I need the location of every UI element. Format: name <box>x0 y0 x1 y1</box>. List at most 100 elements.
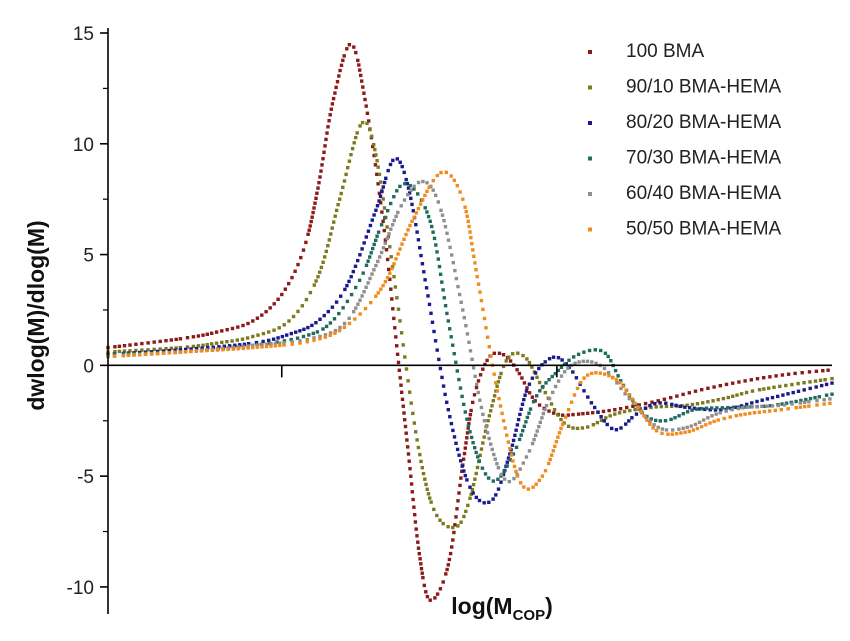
data-point <box>598 371 602 375</box>
data-point <box>743 405 747 409</box>
data-point <box>780 402 784 406</box>
data-point <box>458 190 462 194</box>
data-point <box>440 280 444 284</box>
y-axis-ticks: -10 -5 0 5 10 15 <box>67 24 108 599</box>
data-point <box>314 279 318 283</box>
legend-marker <box>588 121 592 125</box>
data-point <box>596 410 600 414</box>
data-point <box>765 404 769 408</box>
data-point <box>374 208 378 212</box>
data-point <box>463 410 467 414</box>
data-point <box>701 401 705 405</box>
data-point <box>460 464 464 468</box>
data-point <box>708 408 712 412</box>
data-point <box>360 247 364 251</box>
data-point <box>323 144 327 148</box>
data-point <box>456 524 460 528</box>
data-point <box>419 253 423 258</box>
data-point <box>589 401 594 405</box>
data-point <box>381 246 386 250</box>
data-point <box>414 527 418 531</box>
data-point <box>403 182 407 186</box>
data-point <box>381 283 385 288</box>
data-point <box>687 406 692 410</box>
data-point <box>293 269 297 273</box>
data-point <box>466 424 471 428</box>
data-point <box>726 405 730 410</box>
data-point <box>711 399 715 403</box>
data-point <box>760 404 764 408</box>
data-point <box>374 294 378 298</box>
data-point <box>161 349 166 353</box>
data-point <box>312 283 316 287</box>
data-point <box>634 412 639 416</box>
data-point <box>334 85 338 90</box>
data-point <box>586 425 590 429</box>
data-point <box>619 386 623 391</box>
data-point <box>379 180 383 184</box>
data-point <box>301 334 306 339</box>
data-point <box>356 58 360 63</box>
data-point <box>511 452 516 456</box>
data-point <box>437 264 442 269</box>
data-point <box>546 461 551 466</box>
data-point <box>428 598 432 602</box>
data-point <box>400 397 405 401</box>
data-point <box>752 411 757 415</box>
data-point <box>328 321 333 325</box>
data-point <box>416 546 421 550</box>
data-point <box>438 518 442 522</box>
data-point <box>455 369 459 373</box>
data-point <box>750 389 755 393</box>
data-point <box>446 238 451 242</box>
data-point <box>280 292 284 297</box>
data-point <box>390 223 395 227</box>
data-point <box>445 400 449 404</box>
data-point <box>666 432 670 436</box>
data-point <box>644 415 648 419</box>
data-point <box>690 402 695 407</box>
data-point <box>541 384 545 389</box>
data-point <box>541 411 546 416</box>
data-point <box>462 451 467 456</box>
data-point <box>391 307 395 311</box>
data-point <box>220 329 224 333</box>
data-point <box>506 440 510 444</box>
data-point <box>421 198 425 202</box>
data-point <box>499 472 504 477</box>
data-point <box>479 405 484 410</box>
data-point <box>392 218 396 223</box>
data-point <box>523 393 527 397</box>
data-point <box>784 401 789 405</box>
data-point <box>260 313 264 317</box>
data-point <box>603 351 608 355</box>
data-point <box>318 175 322 179</box>
data-point <box>721 396 726 401</box>
data-point <box>594 361 598 365</box>
data-point <box>547 357 552 361</box>
data-point <box>820 383 824 388</box>
data-point <box>625 405 629 410</box>
data-point <box>211 345 215 349</box>
data-point <box>790 402 794 406</box>
data-point <box>471 400 475 405</box>
data-point <box>345 47 349 51</box>
data-point <box>306 325 310 330</box>
data-point <box>458 483 462 488</box>
data-point <box>784 383 788 388</box>
data-point <box>425 594 430 599</box>
data-point <box>167 351 172 355</box>
data-point <box>112 354 117 358</box>
data-point <box>173 350 177 355</box>
data-point <box>353 317 357 321</box>
data-point <box>333 328 338 333</box>
data-point <box>392 262 396 266</box>
data-point <box>562 370 567 374</box>
data-point <box>706 386 710 390</box>
data-point <box>824 382 829 387</box>
data-point <box>616 374 620 378</box>
data-point <box>670 404 674 408</box>
data-point <box>398 319 402 323</box>
data-point <box>768 375 772 379</box>
data-point <box>330 305 335 309</box>
